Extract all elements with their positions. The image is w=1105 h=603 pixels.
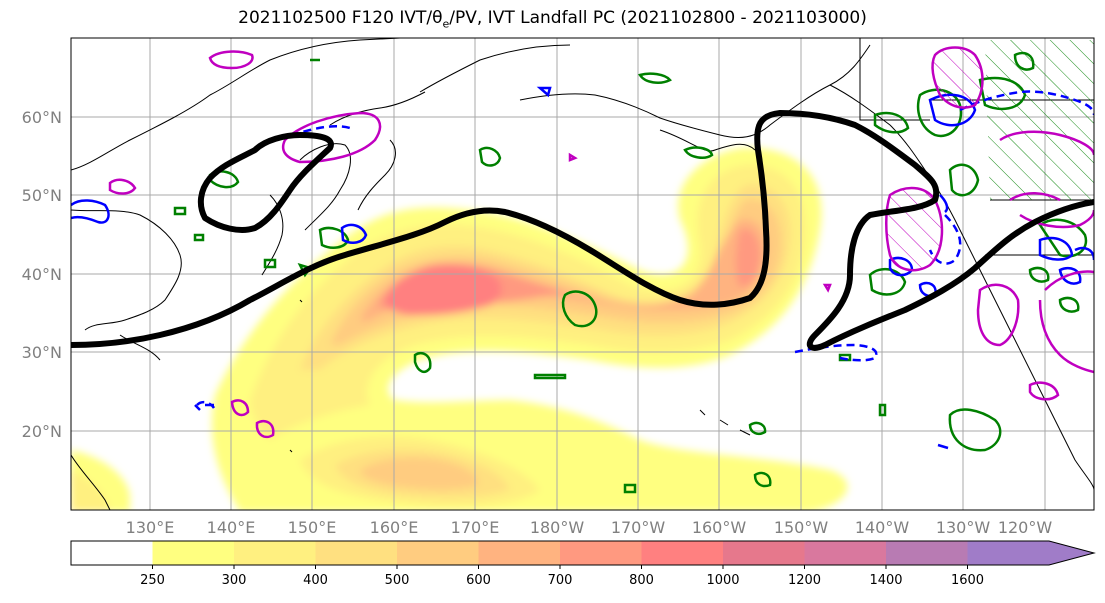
- map-panel: [71, 38, 1094, 510]
- colorbar-tick-label: 300: [222, 573, 247, 588]
- colorbar-segment: [886, 541, 968, 565]
- lon-label: 170°E: [451, 518, 500, 537]
- lon-label: 150°E: [288, 518, 337, 537]
- contour-black: [71, 110, 1094, 351]
- lon-label: 170°W: [611, 518, 666, 537]
- ivt-shading: [71, 147, 848, 510]
- lat-label: 20°N: [22, 422, 62, 441]
- lon-label: 180°W: [530, 518, 585, 537]
- colorbar-tick-label: 1400: [869, 573, 902, 588]
- lon-label: 130°E: [126, 518, 175, 537]
- colorbar-segment: [804, 541, 887, 565]
- colorbar-tick-label: 700: [548, 573, 573, 588]
- coastlines: [71, 38, 1094, 510]
- colorbar-segment: [315, 541, 398, 565]
- colorbar-segment: [723, 541, 805, 565]
- colorbar: 250 300 400 500 600 700 800 1000 1200 1400 1600: [70, 540, 1096, 588]
- colorbar-segment: [478, 541, 561, 565]
- lon-labels: 130°E 140°E 150°E 160°E 170°E 180°W 170°…: [126, 518, 1053, 537]
- lat-label: 50°N: [22, 186, 62, 205]
- lat-labels: 60°N 50°N 40°N 30°N 20°N: [22, 108, 62, 441]
- colorbar-segment: [152, 541, 235, 565]
- lon-label: 140°E: [207, 518, 256, 537]
- lon-label: 160°E: [370, 518, 419, 537]
- map-title: 2021102500 F120 IVT/θe/PV, IVT Landfall …: [238, 8, 867, 31]
- lon-label: 120°W: [998, 518, 1053, 537]
- colorbar-segment: [560, 541, 642, 565]
- lat-label: 60°N: [22, 108, 62, 127]
- colorbar-tick-label: 800: [629, 573, 654, 588]
- colorbar-tick-label: 600: [466, 573, 491, 588]
- colorbar-tick-label: 500: [385, 573, 410, 588]
- map-frame: [70, 37, 1095, 511]
- colorbar-tick-label: 1000: [706, 573, 739, 588]
- lon-label: 160°W: [692, 518, 747, 537]
- colorbar-segment: [641, 541, 724, 565]
- colorbar-tick-label: 1200: [788, 573, 821, 588]
- lon-label: 130°W: [936, 518, 991, 537]
- colorbar-segment: [967, 541, 1094, 565]
- colorbar-tick-label: 400: [303, 573, 328, 588]
- lat-label: 30°N: [22, 343, 62, 362]
- colorbar-tick-label: 250: [140, 573, 165, 588]
- colorbar-tick-label: 1600: [951, 573, 984, 588]
- colorbar-segment: [234, 541, 316, 565]
- colorbar-outline: [70, 540, 1096, 566]
- colorbar-segment: [397, 541, 479, 565]
- colorbar-segment: [71, 541, 153, 565]
- lon-label: 150°W: [774, 518, 829, 537]
- lat-label: 40°N: [22, 265, 62, 284]
- lon-label: 140°W: [855, 518, 910, 537]
